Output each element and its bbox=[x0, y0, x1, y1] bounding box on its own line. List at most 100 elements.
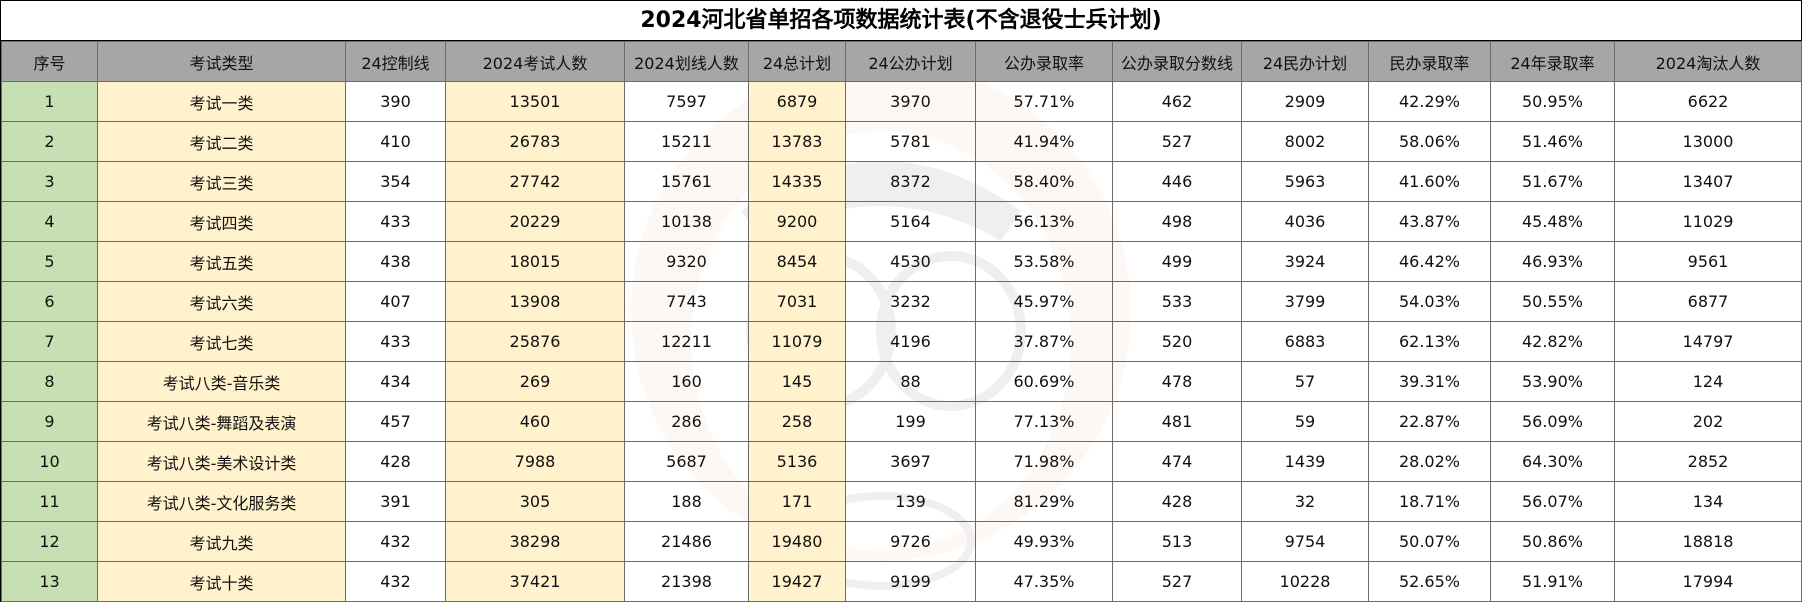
table-cell: 2852 bbox=[1614, 441, 1802, 482]
table-cell: 499 bbox=[1112, 241, 1242, 282]
table-cell: 13501 bbox=[445, 81, 625, 122]
table-cell: 305 bbox=[445, 481, 625, 522]
table-cell: 41.60% bbox=[1368, 161, 1491, 202]
table-cell: 8002 bbox=[1241, 121, 1369, 162]
table-cell: 1 bbox=[1, 81, 98, 122]
table-cell: 7743 bbox=[624, 281, 749, 322]
table-cell: 13 bbox=[1, 561, 98, 602]
table-cell: 20229 bbox=[445, 201, 625, 242]
table-cell: 410 bbox=[345, 121, 446, 162]
table-cell: 考试八类-舞蹈及表演 bbox=[97, 401, 346, 442]
table-cell: 6883 bbox=[1241, 321, 1369, 362]
table-cell: 考试八类-文化服务类 bbox=[97, 481, 346, 522]
table-cell: 考试四类 bbox=[97, 201, 346, 242]
table-cell: 50.07% bbox=[1368, 521, 1491, 562]
header-cell: 24年录取率 bbox=[1490, 41, 1615, 82]
table-cell: 438 bbox=[345, 241, 446, 282]
table-cell: 46.93% bbox=[1490, 241, 1615, 282]
table-cell: 462 bbox=[1112, 81, 1242, 122]
table-cell: 199 bbox=[845, 401, 976, 442]
table-cell: 46.42% bbox=[1368, 241, 1491, 282]
table-cell: 5963 bbox=[1241, 161, 1369, 202]
header-cell: 24控制线 bbox=[345, 41, 446, 82]
table-cell: 433 bbox=[345, 201, 446, 242]
header-cell: 2024划线人数 bbox=[624, 41, 749, 82]
table-cell: 62.13% bbox=[1368, 321, 1491, 362]
table-cell: 474 bbox=[1112, 441, 1242, 482]
table-cell: 57 bbox=[1241, 361, 1369, 402]
table-cell: 139 bbox=[845, 481, 976, 522]
header-cell: 公办录取分数线 bbox=[1112, 41, 1242, 82]
table-cell: 457 bbox=[345, 401, 446, 442]
table-cell: 32 bbox=[1241, 481, 1369, 522]
table-cell: 26783 bbox=[445, 121, 625, 162]
table-cell: 533 bbox=[1112, 281, 1242, 322]
table-cell: 3924 bbox=[1241, 241, 1369, 282]
header-cell: 公办录取率 bbox=[975, 41, 1113, 82]
table-cell: 124 bbox=[1614, 361, 1802, 402]
table-cell: 53.90% bbox=[1490, 361, 1615, 402]
table-cell: 2909 bbox=[1241, 81, 1369, 122]
table-cell: 考试九类 bbox=[97, 521, 346, 562]
header-cell: 考试类型 bbox=[97, 41, 346, 82]
header-cell: 2024淘汰人数 bbox=[1614, 41, 1802, 82]
table-cell: 434 bbox=[345, 361, 446, 402]
table-cell: 52.65% bbox=[1368, 561, 1491, 602]
table-cell: 58.40% bbox=[975, 161, 1113, 202]
table-row: 13 考试十类 432 37421 21398 19427 9199 47.35% 527 102… bbox=[1, 561, 1802, 602]
table-cell: 5781 bbox=[845, 121, 976, 162]
table-cell: 9561 bbox=[1614, 241, 1802, 282]
table-row: 1 考试一类 390 13501 7597 6879 3970 57.71% 462 2909 42… bbox=[1, 81, 1802, 122]
header-cell: 2024考试人数 bbox=[445, 41, 625, 82]
table-cell: 7 bbox=[1, 321, 98, 362]
table-cell: 4196 bbox=[845, 321, 976, 362]
table-cell: 14797 bbox=[1614, 321, 1802, 362]
table-cell: 5 bbox=[1, 241, 98, 282]
table-cell: 57.71% bbox=[975, 81, 1113, 122]
table-cell: 460 bbox=[445, 401, 625, 442]
table-cell: 520 bbox=[1112, 321, 1242, 362]
table-cell: 2 bbox=[1, 121, 98, 162]
table-cell: 145 bbox=[748, 361, 846, 402]
table-cell: 5687 bbox=[624, 441, 749, 482]
table-cell: 7031 bbox=[748, 281, 846, 322]
table-cell: 38298 bbox=[445, 521, 625, 562]
table-cell: 9320 bbox=[624, 241, 749, 282]
table-cell: 42.29% bbox=[1368, 81, 1491, 122]
table-body: 1 考试一类 390 13501 7597 6879 3970 57.71% 462 2909 42… bbox=[1, 81, 1802, 602]
table-cell: 202 bbox=[1614, 401, 1802, 442]
table-cell: 481 bbox=[1112, 401, 1242, 442]
table-cell: 19427 bbox=[748, 561, 846, 602]
table-cell: 498 bbox=[1112, 201, 1242, 242]
table-cell: 考试一类 bbox=[97, 81, 346, 122]
table-cell: 64.30% bbox=[1490, 441, 1615, 482]
table-cell: 25876 bbox=[445, 321, 625, 362]
table-cell: 21486 bbox=[624, 521, 749, 562]
table-cell: 77.13% bbox=[975, 401, 1113, 442]
table-cell: 21398 bbox=[624, 561, 749, 602]
table-cell: 47.35% bbox=[975, 561, 1113, 602]
table-cell: 269 bbox=[445, 361, 625, 402]
table-cell: 7597 bbox=[624, 81, 749, 122]
table-row: 7 考试七类 433 25876 12211 11079 4196 37.87% 520 6883… bbox=[1, 321, 1802, 362]
table-cell: 407 bbox=[345, 281, 446, 322]
table-cell: 考试七类 bbox=[97, 321, 346, 362]
table-row: 3 考试三类 354 27742 15761 14335 8372 58.40% 446 5963… bbox=[1, 161, 1802, 202]
table-row: 4 考试四类 433 20229 10138 9200 5164 56.13% 498 4036 4… bbox=[1, 201, 1802, 242]
table-cell: 51.91% bbox=[1490, 561, 1615, 602]
table-cell: 188 bbox=[624, 481, 749, 522]
table-cell: 160 bbox=[624, 361, 749, 402]
table-cell: 354 bbox=[345, 161, 446, 202]
table-cell: 50.86% bbox=[1490, 521, 1615, 562]
table-cell: 考试八类-美术设计类 bbox=[97, 441, 346, 482]
table-cell: 17994 bbox=[1614, 561, 1802, 602]
table-cell: 37.87% bbox=[975, 321, 1113, 362]
table-cell: 428 bbox=[1112, 481, 1242, 522]
table-cell: 考试五类 bbox=[97, 241, 346, 282]
table-cell: 446 bbox=[1112, 161, 1242, 202]
table-cell: 考试二类 bbox=[97, 121, 346, 162]
table-cell: 4036 bbox=[1241, 201, 1369, 242]
table-cell: 28.02% bbox=[1368, 441, 1491, 482]
table-row: 10 考试八类-美术设计类 428 7988 5687 5136 3697 71.98% 474… bbox=[1, 441, 1802, 482]
